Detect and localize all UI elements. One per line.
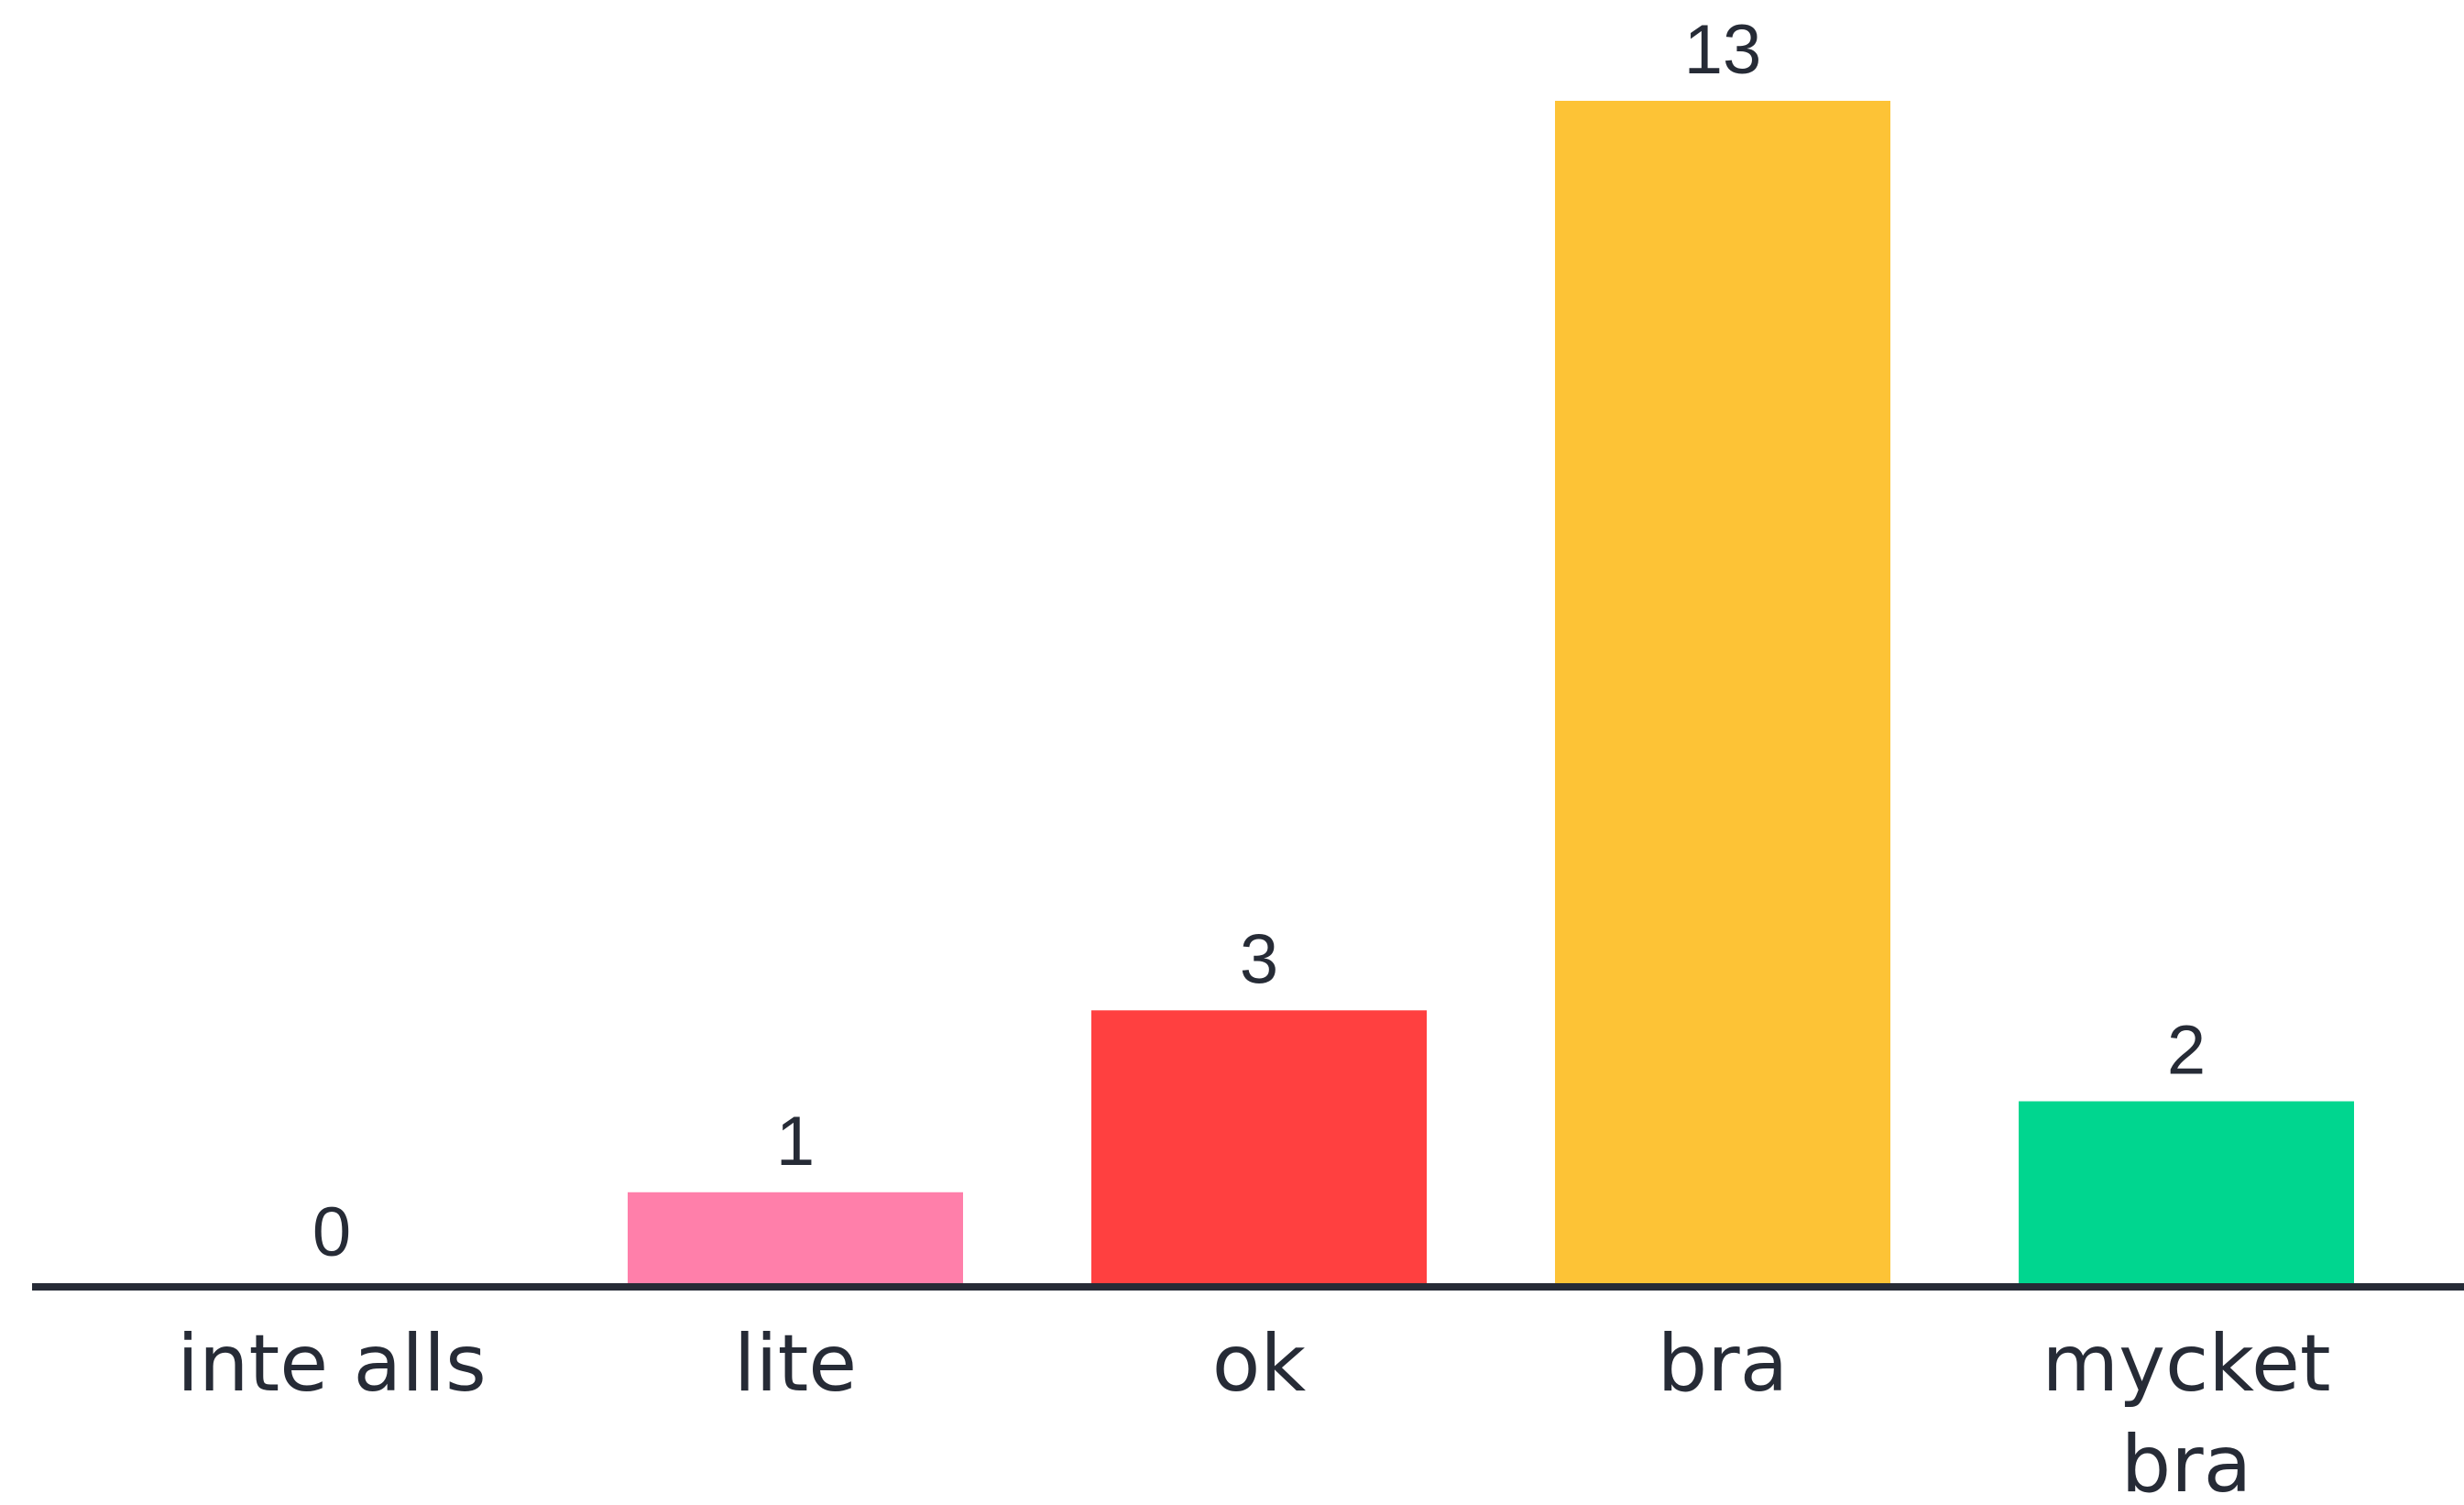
value-label-mycket-bra: 2: [2167, 1012, 2206, 1090]
bar-mycket-bra: [2019, 1101, 2354, 1283]
value-label-ok: 3: [1240, 920, 1278, 998]
bar-bra: [1555, 101, 1890, 1283]
value-label-bra: 13: [1684, 11, 1762, 89]
bar-lite: [628, 1192, 963, 1283]
category-label-lite: lite: [734, 1318, 857, 1410]
bars-layer: [628, 101, 2354, 1283]
category-labels-layer: inte alls lite ok bra mycket bra: [177, 1318, 2331, 1505]
bar-ok: [1091, 1010, 1427, 1283]
category-label-mycket-bra: mycket bra: [2042, 1318, 2330, 1505]
category-label-ok: ok: [1212, 1318, 1307, 1410]
category-label-inte-alls: inte alls: [177, 1318, 487, 1410]
value-label-lite: 1: [776, 1103, 815, 1181]
category-label-bra: bra: [1658, 1318, 1789, 1410]
value-label-inte-alls: 0: [312, 1193, 351, 1271]
